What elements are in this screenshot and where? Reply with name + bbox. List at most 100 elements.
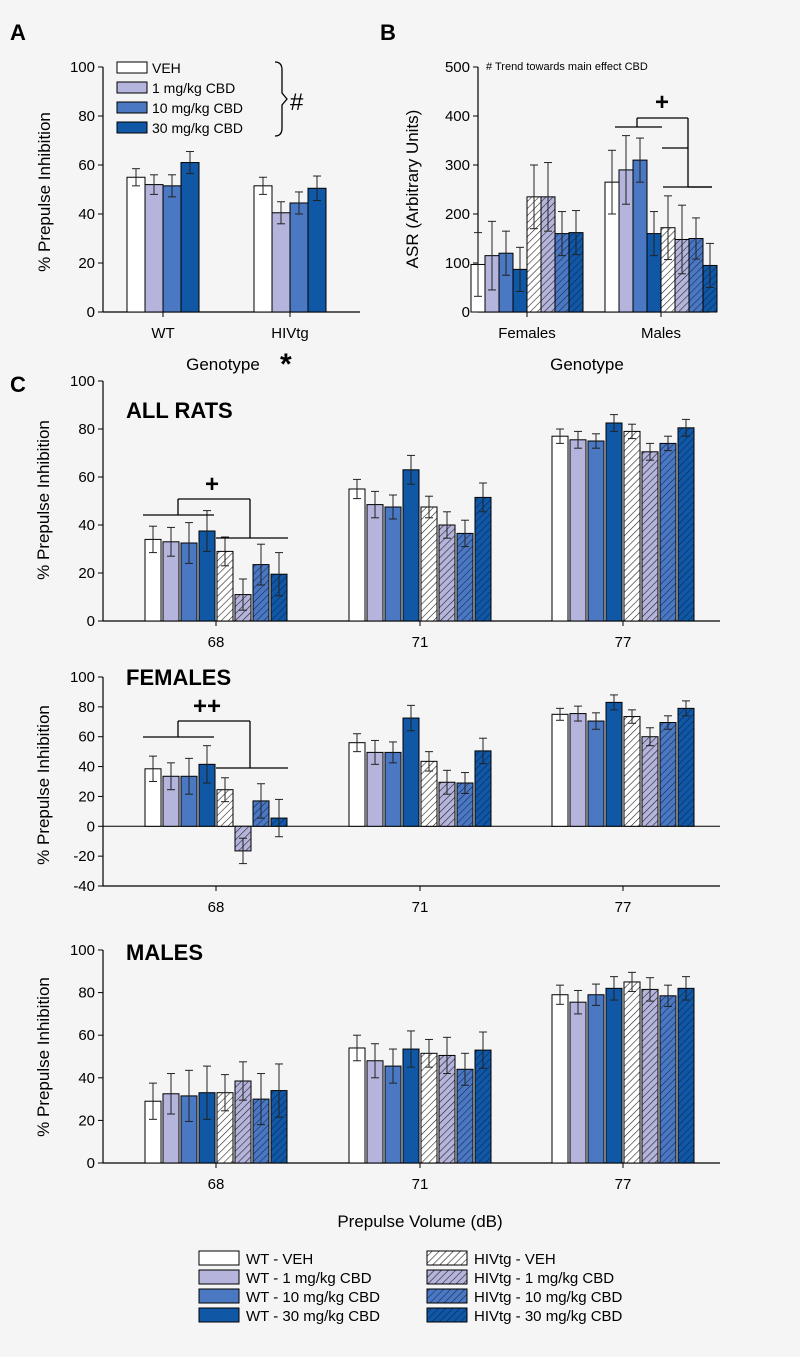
legend-label: WT - VEH bbox=[246, 1251, 313, 1268]
ylabel-c2: % Prepulse Inhibition bbox=[34, 705, 53, 865]
legend-label: WT - 10 mg/kg CBD bbox=[246, 1289, 380, 1306]
title-females: FEMALES bbox=[126, 665, 231, 690]
bar bbox=[605, 987, 623, 1164]
xlabel-a: Genotype bbox=[186, 355, 260, 374]
panel-c-all-rats: ALL RATS % Prepulse Inhibition 0 20 40 60 80… bbox=[34, 373, 720, 651]
bar bbox=[384, 751, 402, 827]
bar bbox=[438, 524, 456, 622]
bottom-legend: WT - VEH WT - 1 mg/kg CBD WT - 10 mg/kg CB… bbox=[198, 1250, 623, 1325]
legend-swatch bbox=[116, 121, 148, 134]
bar bbox=[677, 427, 695, 622]
bar bbox=[289, 202, 309, 313]
x-tick-label: HIVtg bbox=[271, 325, 309, 342]
y-tick-label: 0 bbox=[462, 304, 470, 321]
legend-swatch bbox=[116, 61, 148, 74]
bar bbox=[366, 504, 384, 622]
bar bbox=[348, 488, 366, 622]
x-tick-label: 77 bbox=[615, 1176, 632, 1193]
trend-note-b: # Trend towards main effect CBD bbox=[486, 61, 648, 73]
bar bbox=[569, 1001, 587, 1164]
y-tick-label: 60 bbox=[78, 729, 95, 746]
legend-label: WT - 1 mg/kg CBD bbox=[246, 1270, 372, 1287]
xlabel-c: Prepulse Volume (dB) bbox=[337, 1212, 502, 1231]
y-tick-label: 100 bbox=[445, 255, 470, 272]
bar bbox=[402, 717, 420, 827]
bar bbox=[623, 716, 641, 827]
y-tick-label: 80 bbox=[78, 699, 95, 716]
bar bbox=[420, 506, 438, 622]
x-tick-label: 71 bbox=[412, 634, 429, 651]
legend-swatch bbox=[426, 1288, 468, 1304]
x-tick-label: WT bbox=[151, 325, 174, 342]
bar bbox=[271, 212, 291, 313]
x-tick-label: 77 bbox=[615, 899, 632, 916]
panel-b: B ASR (Arbitrary Units) Genotype # Trend… bbox=[380, 20, 718, 374]
panel-a: A % Prepulse Inhibition Genotype * 0 20 40… bbox=[10, 20, 360, 381]
bar bbox=[569, 713, 587, 827]
x-tick-label: Females bbox=[498, 325, 556, 342]
bar bbox=[253, 185, 273, 313]
bar bbox=[307, 187, 327, 313]
y-tick-label: 20 bbox=[78, 565, 95, 582]
panel-c-females: FEMALES % Prepulse Inhibition -40 -20 0 20 4… bbox=[34, 665, 720, 916]
y-tick-label: 0 bbox=[87, 613, 95, 630]
y-tick-label: 40 bbox=[78, 1070, 95, 1087]
trend-mark-a: # bbox=[290, 89, 304, 116]
x-tick-label: 68 bbox=[208, 634, 225, 651]
bar bbox=[384, 506, 402, 622]
y-tick-label: 400 bbox=[445, 108, 470, 125]
bar bbox=[659, 722, 677, 827]
y-tick-label: -20 bbox=[73, 848, 95, 865]
y-tick-label: 100 bbox=[70, 669, 95, 686]
bar bbox=[587, 440, 605, 622]
x-tick-label: 71 bbox=[412, 1176, 429, 1193]
legend-label: HIVtg - VEH bbox=[474, 1251, 556, 1268]
bar bbox=[551, 713, 569, 827]
panel-c-males: MALES % Prepulse Inhibition Prepulse Vol… bbox=[34, 940, 720, 1231]
bar bbox=[162, 185, 182, 313]
bar bbox=[677, 987, 695, 1164]
y-tick-label: 80 bbox=[78, 108, 95, 125]
sig-mark-b: + bbox=[655, 89, 669, 116]
panel-label-c: C bbox=[10, 372, 26, 397]
y-tick-label: 80 bbox=[78, 421, 95, 438]
sig-bracket-b bbox=[615, 117, 712, 188]
bar bbox=[677, 707, 695, 827]
legend-swatch bbox=[198, 1307, 240, 1323]
y-tick-label: 60 bbox=[78, 469, 95, 486]
y-tick-label: 40 bbox=[78, 206, 95, 223]
bar bbox=[659, 995, 677, 1164]
bars-c3 bbox=[144, 971, 695, 1164]
axes-a: 0 20 40 60 80 100 WT HIVtg bbox=[70, 59, 360, 342]
xlabel-b: Genotype bbox=[550, 355, 624, 374]
bar bbox=[641, 451, 659, 622]
y-tick-label: 300 bbox=[445, 157, 470, 174]
legend-swatch bbox=[198, 1269, 240, 1285]
x-tick-label: 68 bbox=[208, 899, 225, 916]
bar bbox=[623, 981, 641, 1164]
axes-c2: -40 -20 0 20 40 60 80 100 68 71 77 bbox=[70, 669, 720, 916]
ylabel-c1: % Prepulse Inhibition bbox=[34, 420, 53, 580]
bar bbox=[632, 159, 648, 313]
y-tick-label: 20 bbox=[78, 788, 95, 805]
y-tick-label: 0 bbox=[87, 304, 95, 321]
legend-swatch bbox=[426, 1269, 468, 1285]
bar bbox=[587, 994, 605, 1164]
x-tick-label: 71 bbox=[412, 899, 429, 916]
panel-label-b: B bbox=[380, 20, 396, 45]
y-tick-label: 60 bbox=[78, 157, 95, 174]
bar bbox=[551, 435, 569, 622]
legend-label: WT - 30 mg/kg CBD bbox=[246, 1308, 380, 1325]
legend-label: VEH bbox=[152, 60, 181, 76]
legend-swatch bbox=[116, 81, 148, 94]
y-tick-label: 40 bbox=[78, 517, 95, 534]
bar bbox=[180, 162, 200, 313]
legend-bracket-a bbox=[274, 61, 288, 137]
bar bbox=[420, 1052, 438, 1164]
bars-c2 bbox=[144, 694, 695, 865]
bar bbox=[144, 184, 164, 313]
bar bbox=[605, 701, 623, 827]
legend-label: HIVtg - 10 mg/kg CBD bbox=[474, 1289, 623, 1306]
x-tick-label: Males bbox=[641, 325, 681, 342]
